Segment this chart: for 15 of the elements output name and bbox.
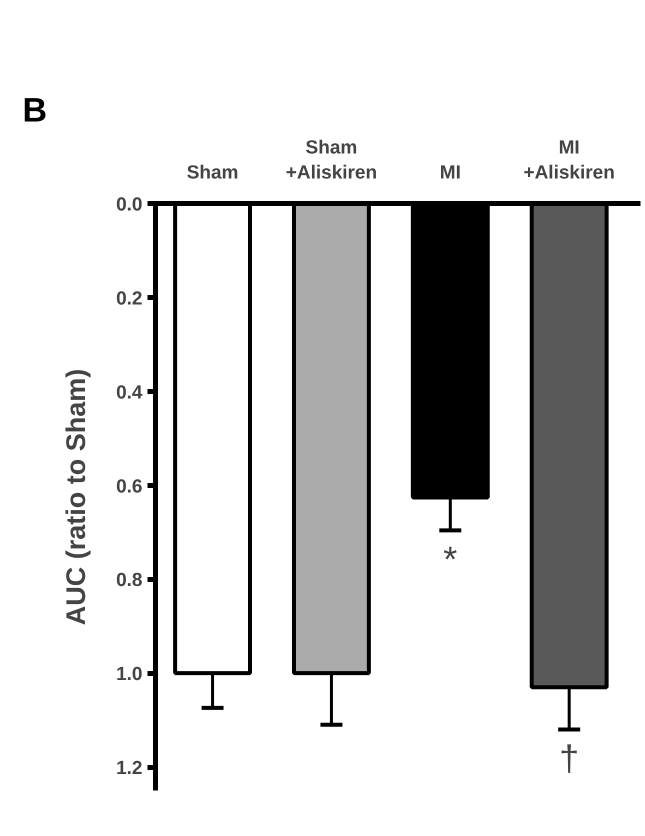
annotation: * — [443, 538, 458, 580]
x-tick-label: Sham — [186, 162, 238, 184]
x-tick-label: Sham +Aliskiren — [286, 137, 378, 184]
text: B — [22, 92, 48, 130]
y-tick-label: 0.4 — [116, 382, 143, 404]
y-tick-label: 0.8 — [116, 570, 143, 592]
x-tick-label: MI +Aliskiren — [524, 137, 615, 184]
y-tick-label: 0.2 — [116, 288, 143, 310]
y-tick-label: 0.6 — [116, 476, 143, 498]
y-tick-label: 0.0 — [116, 194, 143, 216]
x-tick-label: MI — [440, 162, 461, 184]
annotation: † — [559, 737, 580, 778]
y-axis-title: AUC (ratio to Sham) — [61, 368, 92, 626]
y-tick-label: 1.2 — [116, 758, 143, 780]
y-tick-label: 1.0 — [116, 664, 143, 686]
